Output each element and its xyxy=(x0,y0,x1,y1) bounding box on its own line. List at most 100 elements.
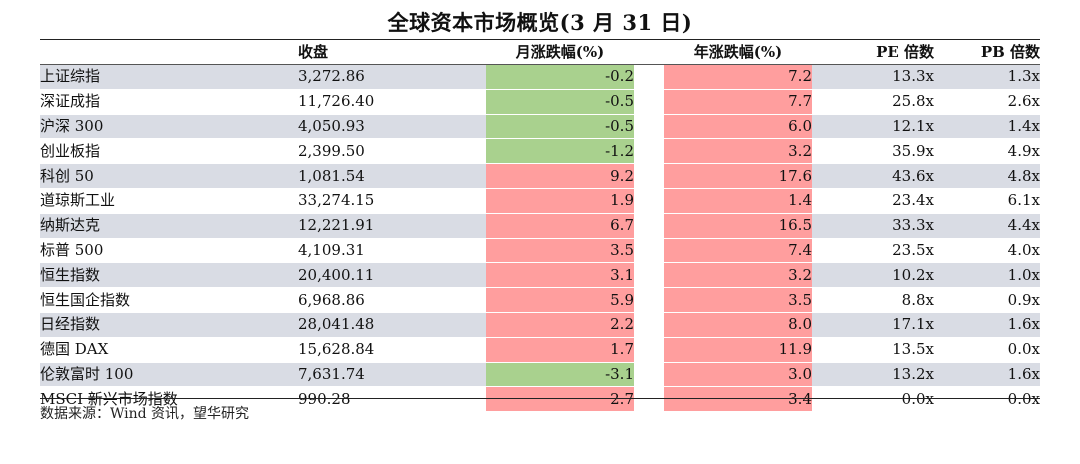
yearly-change-value: 7.7 xyxy=(664,89,812,115)
close-value: 33,274.15 xyxy=(298,188,486,214)
pb-value: 2.6x xyxy=(934,89,1040,115)
column-separator xyxy=(634,262,664,289)
table-row: 伦敦富时 100 7,631.74 -3.1 3.0 13.2x 1.6x xyxy=(40,362,1040,388)
header-close: 收盘 xyxy=(298,40,486,65)
pb-value: 1.6x xyxy=(934,312,1040,338)
column-separator xyxy=(634,188,664,214)
close-value: 990.28 xyxy=(298,386,486,413)
pb-value: 0.0x xyxy=(934,337,1040,363)
monthly-change-value: -3.1 xyxy=(486,362,634,388)
pb-value: 4.9x xyxy=(934,138,1040,165)
close-value: 4,050.93 xyxy=(298,114,486,140)
pb-value: 0.9x xyxy=(934,287,1040,313)
close-value: 2,399.50 xyxy=(298,138,486,165)
table-row: 沪深 300 4,050.93 -0.5 6.0 12.1x 1.4x xyxy=(40,114,1040,140)
index-name: 伦敦富时 100 xyxy=(40,362,298,388)
column-separator xyxy=(634,89,664,115)
table-row: 日经指数 28,041.48 2.2 8.0 17.1x 1.6x xyxy=(40,312,1040,338)
bottom-rule xyxy=(40,398,1040,399)
column-separator xyxy=(634,287,664,313)
yearly-change-value: 6.0 xyxy=(664,114,812,140)
monthly-change-value: 9.2 xyxy=(486,163,634,189)
monthly-change-value: 5.9 xyxy=(486,287,634,313)
pe-value: 25.8x xyxy=(812,89,934,115)
close-value: 4,109.31 xyxy=(298,238,486,264)
close-value: 28,041.48 xyxy=(298,312,486,338)
table-row: 恒生指数 20,400.11 3.1 3.2 10.2x 1.0x xyxy=(40,262,1040,289)
index-name: 纳斯达克 xyxy=(40,213,298,239)
table-row: 科创 50 1,081.54 9.2 17.6 43.6x 4.8x xyxy=(40,163,1040,189)
table-body: 上证综指 3,272.86 -0.2 7.2 13.3x 1.3x 深证成指 11,726.4… xyxy=(40,64,1040,413)
monthly-change-value: 1.9 xyxy=(486,188,634,214)
monthly-change-value: -0.5 xyxy=(486,114,634,140)
pb-value: 4.4x xyxy=(934,213,1040,239)
pe-value: 43.6x xyxy=(812,163,934,189)
index-name: 恒生国企指数 xyxy=(40,287,298,313)
close-value: 6,968.86 xyxy=(298,287,486,313)
header-row: 收盘 月涨跌幅(%) 年涨跌幅(%) PE 倍数 PB 倍数 xyxy=(40,40,1040,65)
table-row: 标普 500 4,109.31 3.5 7.4 23.5x 4.0x xyxy=(40,238,1040,264)
header-name xyxy=(40,40,298,65)
top-rule xyxy=(40,39,1040,40)
pe-value: 33.3x xyxy=(812,213,934,239)
column-separator xyxy=(634,362,664,388)
header-pb: PB 倍数 xyxy=(934,40,1040,65)
column-separator xyxy=(634,386,664,413)
monthly-change-value: 3.5 xyxy=(486,238,634,264)
table-row: 德国 DAX 15,628.84 1.7 11.9 13.5x 0.0x xyxy=(40,337,1040,363)
monthly-change-value: -1.2 xyxy=(486,138,634,165)
monthly-change-value: 1.7 xyxy=(486,337,634,363)
yearly-change-value: 1.4 xyxy=(664,188,812,214)
pe-value: 13.3x xyxy=(812,64,934,90)
pb-value: 1.3x xyxy=(934,64,1040,90)
yearly-change-value: 3.5 xyxy=(664,287,812,313)
header-separator xyxy=(634,40,664,65)
table-title: 全球资本市场概览(3 月 31 日) xyxy=(387,10,693,35)
source-note: 数据来源：Wind 资讯，望华研究 xyxy=(40,406,250,422)
yearly-change-value: 3.2 xyxy=(664,262,812,289)
table-row: 道琼斯工业 33,274.15 1.9 1.4 23.4x 6.1x xyxy=(40,188,1040,214)
column-separator xyxy=(634,312,664,338)
column-separator xyxy=(634,238,664,264)
close-value: 15,628.84 xyxy=(298,337,486,363)
header-yearly-change: 年涨跌幅(%) xyxy=(664,40,812,65)
table-row: 纳斯达克 12,221.91 6.7 16.5 33.3x 4.4x xyxy=(40,213,1040,239)
table-row: MSCI 新兴市场指数 990.28 2.7 3.4 0.0x 0.0x xyxy=(40,386,1040,413)
pb-value: 4.8x xyxy=(934,163,1040,189)
table-row: 创业板指 2,399.50 -1.2 3.2 35.9x 4.9x xyxy=(40,138,1040,165)
pb-value: 6.1x xyxy=(934,188,1040,214)
yearly-change-value: 3.0 xyxy=(664,362,812,388)
column-separator xyxy=(634,138,664,165)
column-separator xyxy=(634,163,664,189)
index-name: 恒生指数 xyxy=(40,262,298,289)
monthly-change-value: -0.2 xyxy=(486,64,634,90)
monthly-change-value: 2.7 xyxy=(486,386,634,413)
close-value: 7,631.74 xyxy=(298,362,486,388)
column-separator xyxy=(634,114,664,140)
monthly-change-value: -0.5 xyxy=(486,89,634,115)
table-row: 上证综指 3,272.86 -0.2 7.2 13.3x 1.3x xyxy=(40,64,1040,90)
column-separator xyxy=(634,337,664,363)
yearly-change-value: 7.4 xyxy=(664,238,812,264)
index-name: 创业板指 xyxy=(40,138,298,165)
pe-value: 0.0x xyxy=(812,386,934,413)
header-monthly-change: 月涨跌幅(%) xyxy=(486,40,634,65)
index-name: 日经指数 xyxy=(40,312,298,338)
close-value: 3,272.86 xyxy=(298,64,486,90)
pe-value: 10.2x xyxy=(812,262,934,289)
yearly-change-value: 3.2 xyxy=(664,138,812,165)
monthly-change-value: 3.1 xyxy=(486,262,634,289)
index-name: 道琼斯工业 xyxy=(40,188,298,214)
index-name: 深证成指 xyxy=(40,89,298,115)
close-value: 12,221.91 xyxy=(298,213,486,239)
index-name: MSCI 新兴市场指数 xyxy=(40,386,298,413)
index-name: 德国 DAX xyxy=(40,337,298,363)
pe-value: 17.1x xyxy=(812,312,934,338)
index-name: 科创 50 xyxy=(40,163,298,189)
yearly-change-value: 16.5 xyxy=(664,213,812,239)
yearly-change-value: 17.6 xyxy=(664,163,812,189)
pe-value: 12.1x xyxy=(812,114,934,140)
table-row: 深证成指 11,726.40 -0.5 7.7 25.8x 2.6x xyxy=(40,89,1040,115)
pb-value: 1.0x xyxy=(934,262,1040,289)
pe-value: 8.8x xyxy=(812,287,934,313)
